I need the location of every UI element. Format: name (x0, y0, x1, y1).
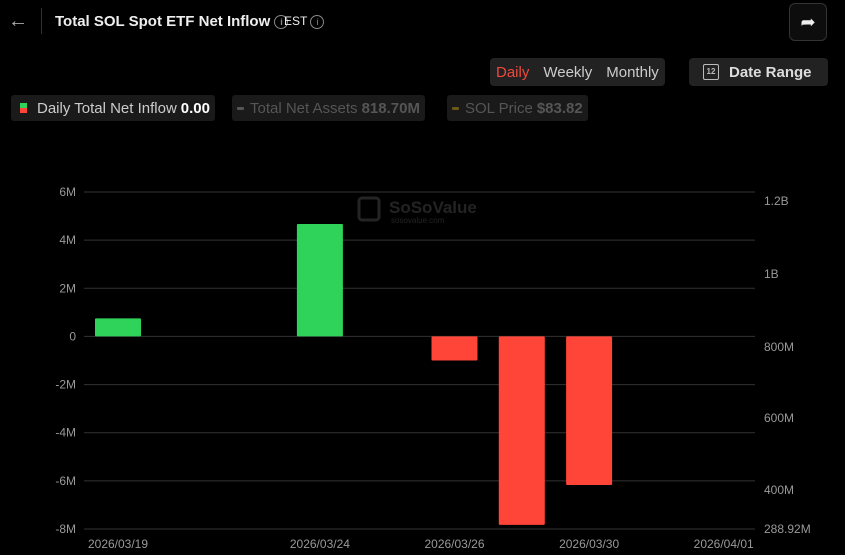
bar-2026/03/19[interactable] (95, 318, 141, 337)
bar-2026/03/27[interactable] (498, 336, 545, 525)
share-button[interactable]: ➦ (789, 3, 827, 41)
tab-weekly[interactable]: Weekly (543, 63, 593, 81)
legend-daily-inflow[interactable]: Daily Total Net Inflow 0.00 (11, 95, 215, 121)
date-range-label: Date Range (729, 63, 812, 81)
y-tick-label: -2M (55, 378, 76, 392)
title-text: Total SOL Spot ETF Net Inflow (55, 13, 271, 30)
watermark-url: sosovalue.com (391, 216, 445, 225)
legend-value: 0.00 (180, 99, 210, 117)
bar-2026/03/30[interactable] (566, 336, 613, 485)
y2-tick-label: 1.2B (764, 194, 789, 208)
y-tick-label: 0 (69, 329, 76, 343)
legend-value: $83.82 (536, 99, 583, 117)
calendar-icon: 12 (703, 64, 719, 80)
timezone-text: EST (284, 14, 308, 28)
page-title: Total SOL Spot ETF Net Inflow i (55, 13, 289, 30)
divider (41, 8, 42, 34)
bar-2026/03/26[interactable] (431, 336, 478, 361)
date-range-button[interactable]: 12 Date Range (689, 58, 828, 86)
y-tick-label: 4M (59, 233, 76, 247)
assets-swatch-icon (237, 106, 244, 110)
net-inflow-chart: SoSoValue sosovalue.com 6M 4M 2M 0 -2M -4M -6M… (55, 185, 811, 551)
y-tick-label: -4M (55, 426, 76, 440)
tab-daily[interactable]: Daily (496, 63, 530, 81)
watermark-brand: SoSoValue (389, 198, 477, 217)
info-icon[interactable]: i (274, 15, 289, 30)
x-tick-label: 2026/03/19 (88, 537, 148, 551)
x-tick-label: 2026/04/01 (694, 537, 754, 551)
legend-label: Total Net Assets (250, 99, 358, 117)
y2-tick-label: 288.92M (764, 522, 811, 536)
y-tick-label: -8M (55, 522, 76, 536)
watermark: SoSoValue sosovalue.com (357, 196, 477, 225)
bar-2026/03/24[interactable] (296, 224, 343, 337)
x-tick-label: 2026/03/24 (290, 537, 350, 551)
share-icon: ➦ (800, 12, 816, 32)
legend-label: SOL Price (465, 99, 533, 117)
tab-monthly[interactable]: Monthly (606, 63, 659, 81)
y2-tick-label: 800M (764, 340, 794, 354)
y-tick-label: 2M (59, 281, 76, 295)
legend-total-net-assets[interactable]: Total Net Assets 818.70M (232, 95, 425, 121)
y-tick-label: -6M (55, 474, 76, 488)
y2-tick-label: 400M (764, 483, 794, 497)
period-tabs: Daily Weekly Monthly (490, 58, 665, 86)
legend-sol-price[interactable]: SOL Price $83.82 (447, 95, 588, 121)
y2-tick-label: 600M (764, 411, 794, 425)
legend-label: Daily Total Net Inflow (37, 99, 177, 117)
back-arrow-icon[interactable]: ← (8, 10, 28, 32)
y-tick-label: 6M (59, 185, 76, 199)
inflow-swatch-icon (20, 103, 27, 113)
x-tick-label: 2026/03/30 (559, 537, 619, 551)
legend-value: 818.70M (361, 99, 420, 117)
timezone-label: EST i (284, 14, 325, 29)
info-icon[interactable]: i (310, 14, 325, 29)
x-tick-label: 2026/03/26 (424, 537, 484, 551)
y2-tick-label: 1B (764, 267, 779, 281)
price-swatch-icon (452, 106, 459, 110)
sosovalue-logo-icon (357, 196, 381, 222)
